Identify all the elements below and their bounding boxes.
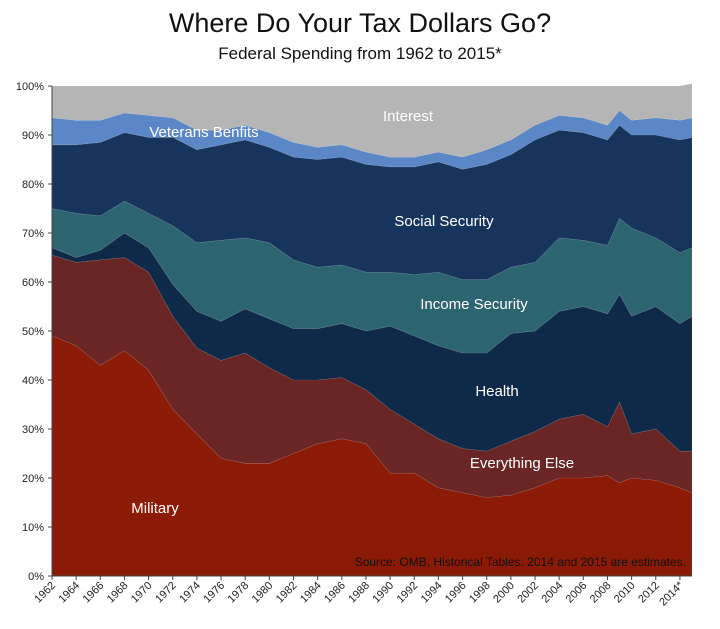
social-security-label: Social Security xyxy=(394,213,494,230)
x-tick-label: 1966 xyxy=(81,580,107,606)
x-tick-label: 1962 xyxy=(32,580,58,606)
x-tick-label: 2004 xyxy=(539,580,565,606)
x-tick-label: 1988 xyxy=(346,580,372,606)
x-tick-label: 2000 xyxy=(491,580,517,606)
y-tick-label: 70% xyxy=(22,228,44,240)
y-tick-label: 10% xyxy=(22,522,44,534)
x-tick-label: 1992 xyxy=(395,580,421,606)
y-tick-label: 0% xyxy=(28,571,44,583)
y-tick-label: 30% xyxy=(22,424,44,436)
x-tick-label: 1974 xyxy=(177,580,203,606)
source-note: Source: OMB, Historical Tables. 2014 and… xyxy=(355,555,686,569)
military-label: Military xyxy=(131,500,179,517)
x-tick-label: 2002 xyxy=(515,580,541,606)
x-tick-label: 1978 xyxy=(226,580,252,606)
everything-else-label: Everything Else xyxy=(470,455,574,472)
x-tick-label: 2008 xyxy=(588,580,614,606)
y-tick-label: 90% xyxy=(22,130,44,142)
x-tick-label: 2010 xyxy=(612,580,638,606)
area-health xyxy=(51,232,693,452)
x-tick-label: 1984 xyxy=(298,580,324,606)
chart-subtitle: Federal Spending from 1962 to 2015* xyxy=(218,44,502,63)
y-tick-label: 40% xyxy=(22,375,44,387)
area-interest xyxy=(51,83,693,158)
x-tick-label: 1968 xyxy=(105,580,131,606)
x-tick-label: 2006 xyxy=(564,580,590,606)
x-tick-label: 1986 xyxy=(322,580,348,606)
x-tick-label: 1996 xyxy=(443,580,469,606)
y-tick-label: 50% xyxy=(22,326,44,338)
chart-title: Where Do Your Tax Dollars Go? xyxy=(168,8,552,38)
y-tick-label: 60% xyxy=(22,277,44,289)
income-security-label: Income Security xyxy=(420,296,528,313)
health-label: Health xyxy=(475,383,518,400)
x-tick-label: 1964 xyxy=(56,580,82,606)
x-tick-label: 1972 xyxy=(153,580,179,606)
x-tick-label: 1970 xyxy=(129,580,155,606)
x-tick-label: 1998 xyxy=(467,580,493,606)
x-tick-label: 2014* xyxy=(657,579,686,608)
interest-label: Interest xyxy=(383,108,434,125)
x-tick-label: 1980 xyxy=(250,580,276,606)
x-tick-label: 1976 xyxy=(201,580,227,606)
y-tick-label: 80% xyxy=(22,179,44,191)
x-tick-label: 1990 xyxy=(370,580,396,606)
veterans-benefits-label: Veterans Benfits xyxy=(149,124,258,141)
x-tick-label: 1994 xyxy=(419,580,445,606)
x-tick-label: 1982 xyxy=(274,580,300,606)
y-tick-label: 100% xyxy=(16,81,44,93)
y-tick-label: 20% xyxy=(22,473,44,485)
